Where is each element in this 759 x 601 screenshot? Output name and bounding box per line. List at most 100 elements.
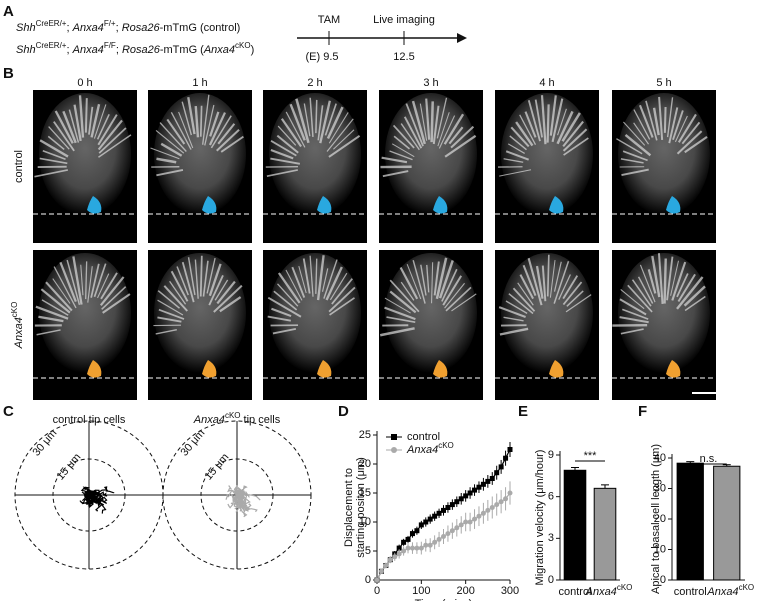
y-axis-label: Migration velocity (μm/hour) [534,450,546,586]
cell-streak [522,264,537,297]
cell-streak [425,98,431,140]
cell-streak [684,136,708,154]
cell-streak [647,269,657,294]
cell-streak [47,135,65,151]
point [458,496,464,502]
cell-streak [42,149,66,160]
tip-cell [549,360,564,378]
cell-streak [326,106,344,140]
cell-streak [210,115,232,149]
cell-streak [663,106,667,133]
cell-streak [266,169,298,177]
cell-streak [97,114,118,146]
cell-streak [194,259,199,299]
cell-streak [556,110,574,145]
point [405,545,411,551]
cell-streak [276,134,299,154]
cell-streak [39,157,68,165]
cell-streak [676,276,704,310]
cell-streak [515,121,534,147]
cell-streak [163,285,188,312]
cell-streak [524,111,537,138]
tip-cell [87,196,102,214]
genotype-part: ; [116,44,122,56]
row-label: control [13,150,25,183]
genotype-part: -mTmG (control) [160,22,241,34]
legend-label-part: cKO [438,441,454,450]
point [436,510,442,516]
point [467,519,473,525]
bar [713,465,741,581]
tip-cell [666,196,681,214]
cell-streak [88,106,94,135]
point [418,522,424,528]
panel-label: B [3,65,14,82]
track-title: control tip cells [53,414,126,426]
cell-track [236,491,242,503]
cell-streak [87,266,93,303]
tip-cell [433,360,448,378]
cell-streak [438,260,454,299]
cell-streak [155,129,185,154]
point [463,519,469,525]
cell-streak [549,95,557,136]
tissue [39,253,131,373]
cell-streak [627,284,653,313]
track-title-part: cKO [225,411,241,420]
radius-label: 15 μm [54,451,83,482]
cell-streak [674,115,688,143]
cell-streak [527,99,541,142]
cell-streak [400,123,420,151]
cell-streak [329,272,348,301]
tissue [269,253,361,373]
cell-streak [623,121,646,146]
cell-streak [389,279,420,313]
time-label: 3 h [423,77,438,89]
x-tick-label: 0 [374,585,380,597]
cell-streak [208,263,222,297]
point [507,490,513,496]
y-tick-label: 20 [654,513,666,525]
cell-streak [302,258,311,294]
cell-streak [405,103,424,147]
point [445,531,451,537]
cell-streak [98,127,127,154]
cell-streak [155,328,177,335]
cell-streak [379,327,415,337]
cell-streak [499,169,532,177]
cell-streak [48,126,70,150]
cell-streak [156,169,184,177]
cell-streak [400,281,415,301]
cell-streak [652,107,660,136]
cell-streak [321,268,329,292]
cell-streak [666,256,674,301]
legend-label: Anxa4cKO [406,441,454,456]
cell-streak [54,110,74,144]
cell-streak [267,296,302,318]
point [441,507,446,513]
cell-streak [80,264,84,296]
legend-label-part: Anxa4 [406,444,438,456]
cell-streak [508,293,534,315]
cell-streak [176,266,189,296]
y-tick-label: 10 [359,516,371,528]
cell-streak [540,95,547,145]
cell-streak [40,288,71,314]
x-tick-label: 200 [456,585,474,597]
timeline-label: 12.5 [393,51,414,63]
point [503,455,509,461]
cell-streak [328,286,356,313]
significance-label: *** [584,450,598,462]
cell-streak [406,263,422,300]
cell-streak [102,293,131,314]
cell-streak [392,124,415,149]
x-axis-label: Time (mins) [415,598,473,601]
cell-streak [441,268,458,302]
cell-streak [386,316,416,323]
cell-streak [309,97,314,137]
cell-streak [280,118,302,148]
y-tick-label: 40 [654,452,666,464]
cell-streak [430,101,434,143]
point [418,545,424,551]
cell-streak [510,126,530,148]
